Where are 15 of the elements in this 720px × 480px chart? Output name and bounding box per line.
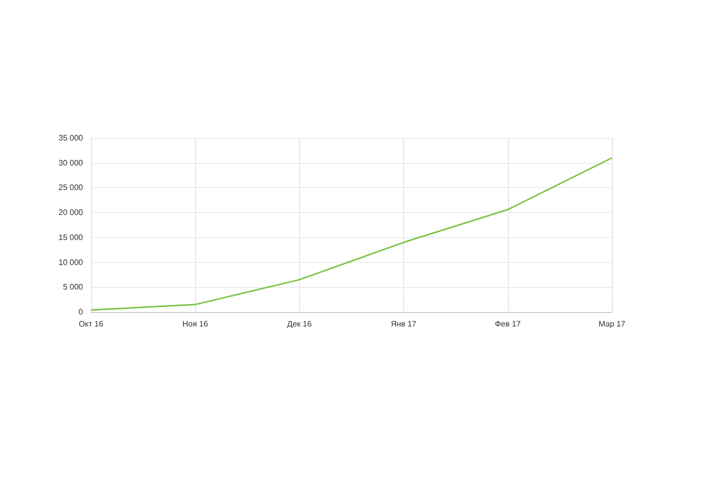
x-tick-label: Фев 17 [494, 320, 522, 328]
y-tick-label: 25 000 [58, 183, 84, 192]
y-tick-label: 10 000 [58, 258, 84, 267]
line-series [90, 157, 613, 311]
x-tick-label: Дек 16 [287, 320, 312, 328]
x-tick-label: Янв 17 [390, 320, 417, 328]
y-tick-label: 0 [78, 308, 84, 316]
x-tick-label: Мар 17 [598, 320, 626, 328]
x-tick-label: Окт 16 [78, 320, 104, 328]
y-tick-label: 15 000 [58, 232, 84, 242]
x-tick-label: Ноя 16 [182, 320, 209, 328]
y-tick-label: 35 000 [58, 134, 84, 142]
y-tick-label: 20 000 [58, 208, 84, 218]
y-tick-label: 30 000 [58, 158, 84, 168]
y-tick-label: 5 000 [62, 282, 84, 292]
